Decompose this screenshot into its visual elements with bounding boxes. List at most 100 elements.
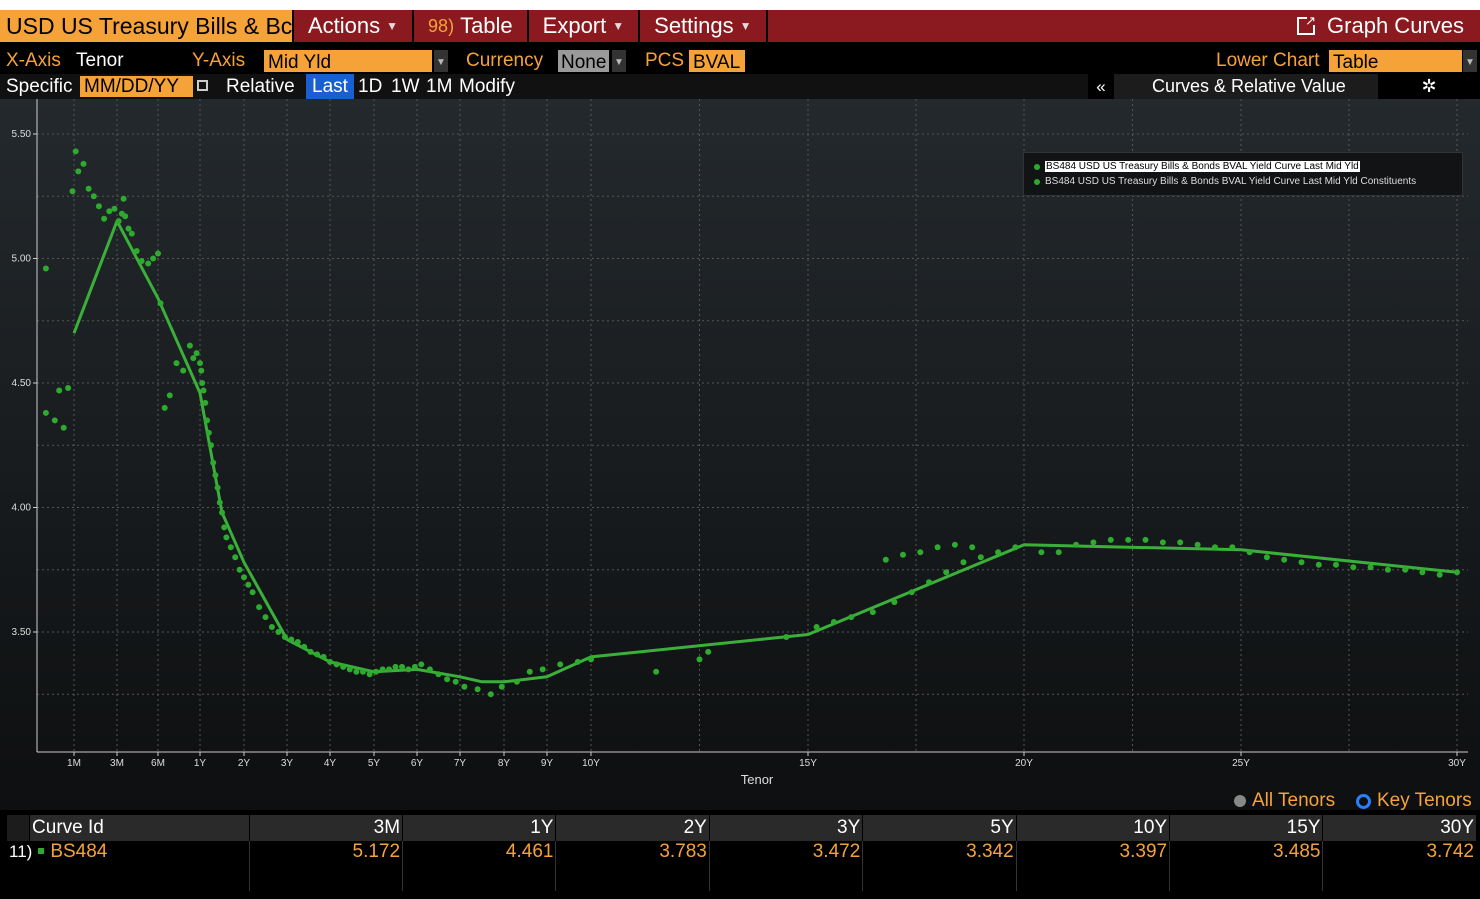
header-3y[interactable]: 3Y [708, 815, 863, 841]
constituent-point [452, 678, 459, 685]
chart-legend[interactable]: BS484 USD US Treasury Bills & Bonds BVAL… [1023, 152, 1463, 196]
chart-background [0, 99, 1480, 810]
constituent-point [1419, 569, 1426, 576]
last-button[interactable]: Last [306, 74, 354, 99]
external-link-icon: ↗ [1297, 14, 1318, 35]
tenor-table: Curve Id 3M 1Y 2Y 3Y 5Y 10Y 15Y 30Y 11) B… [7, 815, 1476, 891]
constituent-point [216, 499, 223, 506]
x-tick-label: 6Y [411, 758, 424, 769]
header-15y[interactable]: 15Y [1169, 815, 1323, 841]
table-empty-row [7, 867, 1476, 891]
constituent-point [1212, 544, 1218, 551]
header-spacer [7, 815, 30, 841]
x-tick-label: 30Y [1448, 758, 1466, 769]
header-curve-id[interactable]: Curve Id [29, 815, 250, 841]
yaxis-field[interactable]: Mid Yld [264, 50, 432, 73]
dropdown-arrow-icon[interactable]: ▼ [434, 50, 448, 72]
constituent-point [75, 168, 82, 175]
yield-curve-chart: 3.50 4.00 4.50 5.00 5.50 1M 3M 6M 1Y 2Y 3Y 4Y 5Y 6Y 7Y… [12, 99, 1468, 787]
graph-curves-button[interactable]: ↗ Graph Curves [1297, 10, 1464, 42]
constituent-point [161, 404, 168, 411]
constituent-point [848, 614, 855, 621]
table-row[interactable]: 11) BS484 5.172 4.461 3.783 3.472 3.342 3… [7, 841, 1476, 867]
constituent-point [145, 260, 152, 267]
actions-label: Actions [308, 13, 381, 38]
key-tenors-toggle[interactable]: Key Tenors [1356, 788, 1472, 814]
constituent-point [56, 387, 63, 394]
1w-button[interactable]: 1W [391, 76, 420, 97]
header-5y[interactable]: 5Y [862, 815, 1017, 841]
graph-curves-label: Graph Curves [1327, 13, 1464, 38]
constituent-point [72, 148, 79, 155]
export-menu[interactable]: Export ▼ [526, 10, 638, 42]
constituent-point [1159, 539, 1166, 546]
constituent-point [539, 666, 546, 673]
xaxis-label: X-Axis [6, 50, 61, 71]
currency-field[interactable]: None [558, 50, 610, 73]
constituent-point [101, 215, 108, 222]
dropdown-arrow-icon[interactable]: ▼ [1463, 50, 1477, 72]
header-30y[interactable]: 30Y [1322, 815, 1476, 841]
constituent-point [366, 671, 373, 678]
header-3m[interactable]: 3M [248, 815, 403, 841]
constituent-point [405, 666, 412, 673]
modify-button[interactable]: Modify [459, 76, 515, 97]
constituent-point [210, 459, 217, 466]
constituent-point [399, 663, 405, 670]
value-2y: 3.783 [555, 841, 710, 867]
constituent-point [588, 656, 594, 663]
collapse-button[interactable]: « [1088, 74, 1114, 99]
header-2y[interactable]: 2Y [555, 815, 710, 841]
header-10y[interactable]: 10Y [1015, 815, 1170, 841]
value-1y: 4.461 [402, 841, 556, 867]
legend-item-constituents[interactable]: BS484 USD US Treasury Bills & Bonds BVAL… [1034, 176, 1416, 187]
settings-menu[interactable]: Settings ▼ [638, 10, 768, 42]
curve-id-cell[interactable]: 11) BS484 [7, 841, 249, 867]
table-label: Table [460, 13, 513, 38]
constituent-point [249, 589, 256, 596]
x-tick-label: 20Y [1015, 758, 1033, 769]
constituent-point [60, 424, 67, 431]
constituent-point [111, 205, 118, 212]
pcs-field[interactable]: BVAL [689, 50, 745, 73]
1d-button[interactable]: 1D [358, 76, 383, 97]
xaxis-value[interactable]: Tenor [76, 50, 124, 71]
constituent-point [69, 188, 76, 195]
header-1y[interactable]: 1Y [402, 815, 556, 841]
calendar-icon[interactable] [197, 80, 208, 91]
constituent-point [65, 385, 72, 391]
relative-label: Relative [226, 76, 295, 97]
1m-button[interactable]: 1M [426, 76, 453, 97]
constituent-point [1402, 566, 1409, 573]
constituent-point [386, 666, 393, 673]
all-tenors-toggle[interactable]: All Tenors [1234, 788, 1335, 814]
constituent-point [275, 629, 282, 635]
table-shortcut: 98) [428, 16, 455, 36]
x-tick-label: 1Y [194, 758, 207, 769]
constituent-point [435, 671, 442, 678]
actions-menu[interactable]: Actions ▼ [292, 10, 412, 42]
curves-panel-header: « Curves & Relative Value ✲ [1088, 74, 1480, 99]
constituent-point [1367, 564, 1374, 571]
constituent-point [960, 559, 967, 566]
constituent-point [1012, 544, 1019, 551]
constituent-point [926, 579, 932, 586]
constituent-point [193, 350, 200, 357]
date-field[interactable]: MM/DD/YY [80, 76, 193, 97]
legend-item-curve[interactable]: BS484 USD US Treasury Bills & Bonds BVAL… [1034, 161, 1360, 172]
constituent-point [120, 195, 127, 202]
panel-title: Curves & Relative Value [1152, 76, 1346, 96]
gear-icon[interactable]: ✲ [1378, 74, 1480, 99]
constituent-point [487, 691, 494, 698]
constituent-point [133, 248, 140, 254]
x-tick-label: 25Y [1232, 758, 1250, 769]
x-axis-title: Tenor [741, 772, 774, 787]
security-title[interactable]: USD US Treasury Bills & Bc [0, 10, 292, 42]
y-tick-label: 4.00 [12, 503, 32, 514]
constituent-point [653, 668, 660, 675]
lower-chart-field[interactable]: Table [1329, 50, 1462, 73]
dropdown-arrow-icon[interactable]: ▼ [612, 50, 626, 72]
x-tick-label: 8Y [498, 758, 511, 769]
constituent-point [221, 524, 228, 531]
table-button[interactable]: 98) Table [412, 10, 527, 42]
